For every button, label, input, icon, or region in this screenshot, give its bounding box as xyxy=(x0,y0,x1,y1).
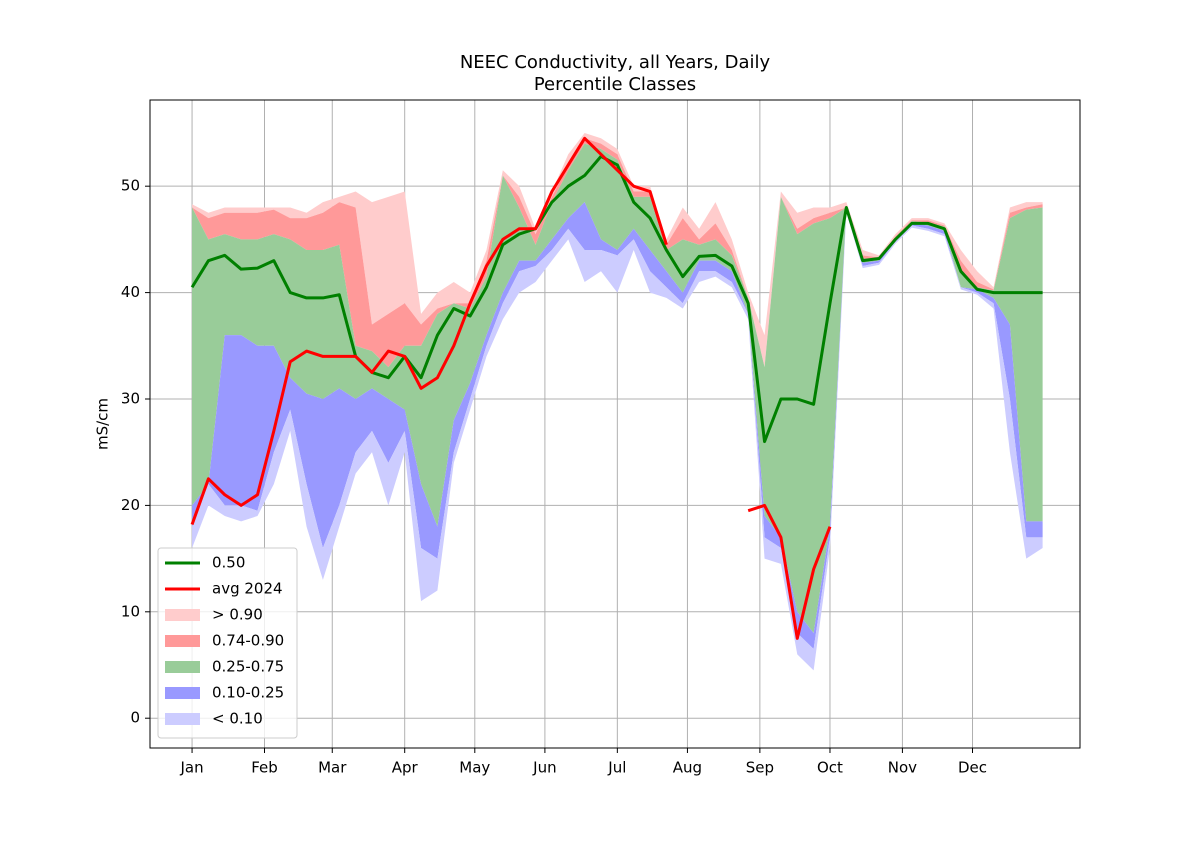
y-tick-label: 40 xyxy=(121,283,140,301)
legend-label: 0.50 xyxy=(212,554,245,572)
x-tick-label: Mar xyxy=(318,759,347,777)
legend: 0.50 avg 2024 > 0.90 0.74-0.90 0.25-0.75 0.10… xyxy=(157,547,298,739)
y-tick-label: 10 xyxy=(121,602,140,620)
x-tick-label: Jul xyxy=(607,759,626,777)
y-axis-label: mS/cm xyxy=(94,398,112,450)
legend-swatch xyxy=(165,713,200,725)
legend-label: avg 2024 xyxy=(212,580,283,598)
x-tick-label: Nov xyxy=(888,759,917,777)
x-tick-label: Dec xyxy=(958,759,987,777)
chart-title: NEEC Conductivity, all Years, Daily xyxy=(460,52,771,73)
plot-frame xyxy=(149,99,1081,749)
legend-label: 0.25-0.75 xyxy=(212,658,284,676)
x-tick-label: Oct xyxy=(817,759,843,777)
y-tick-label: 30 xyxy=(121,389,140,407)
legend-label: < 0.10 xyxy=(212,710,263,728)
percentile-band xyxy=(192,143,1043,634)
chart-subtitle: Percentile Classes xyxy=(534,74,696,95)
legend-swatch xyxy=(165,609,200,621)
x-tick-label: Feb xyxy=(251,759,278,777)
percentile-band xyxy=(192,132,1043,368)
y-tick-label: 20 xyxy=(121,496,140,514)
x-tick-label: Jan xyxy=(179,759,203,777)
y-tick-label: 50 xyxy=(121,177,140,195)
y-tick-label: 0 xyxy=(130,709,140,727)
legend-swatch xyxy=(165,635,200,647)
x-tick-label: Apr xyxy=(392,759,419,777)
legend-swatch xyxy=(165,661,200,673)
series-line xyxy=(190,136,832,640)
x-tick-label: Sep xyxy=(746,759,774,777)
legend-label: 0.10-0.25 xyxy=(212,684,284,702)
series-line xyxy=(190,154,1043,444)
legend-label: 0.74-0.90 xyxy=(212,632,284,650)
percentile-band xyxy=(192,138,1043,368)
x-tick-label: Jun xyxy=(532,759,556,777)
legend-swatch xyxy=(165,687,200,699)
legend-label: > 0.90 xyxy=(212,606,263,624)
x-tick-label: May xyxy=(459,759,490,777)
x-tick-label: Aug xyxy=(673,759,702,777)
